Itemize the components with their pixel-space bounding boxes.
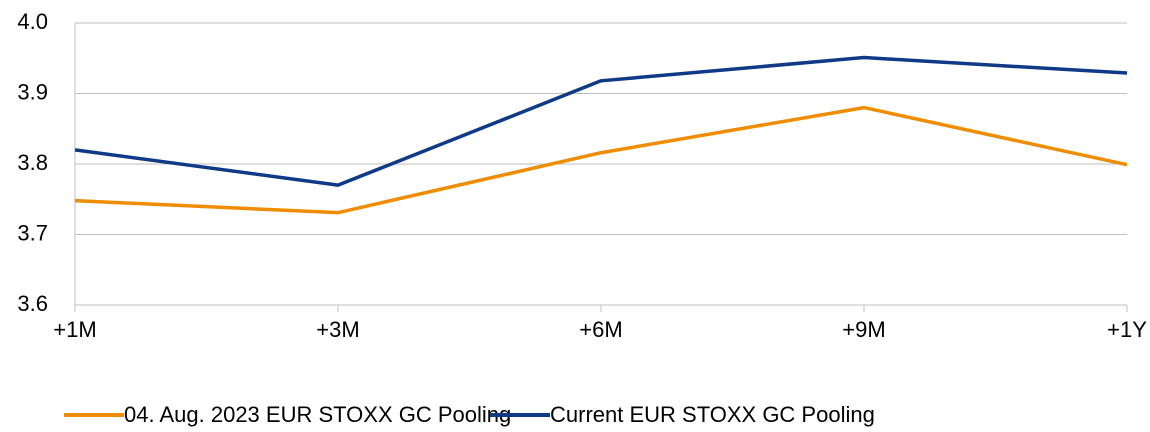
legend-label: Current EUR STOXX GC Pooling xyxy=(550,402,875,427)
y-tick-label: 3.6 xyxy=(17,291,48,316)
y-tick-label: 3.7 xyxy=(17,220,48,245)
x-tick-label: +6M xyxy=(579,317,622,342)
y-tick-label: 4.0 xyxy=(17,9,48,34)
y-tick-label: 3.9 xyxy=(17,79,48,104)
x-tick-label: +1Y xyxy=(1107,317,1147,342)
y-tick-label: 3.8 xyxy=(17,150,48,175)
x-tick-label: +1M xyxy=(53,317,96,342)
series-line xyxy=(74,55,1128,187)
x-tick-label: +9M xyxy=(842,317,885,342)
x-tick-label: +3M xyxy=(316,317,359,342)
series-line xyxy=(74,105,1128,215)
legend-label: 04. Aug. 2023 EUR STOXX GC Pooling xyxy=(124,402,511,427)
